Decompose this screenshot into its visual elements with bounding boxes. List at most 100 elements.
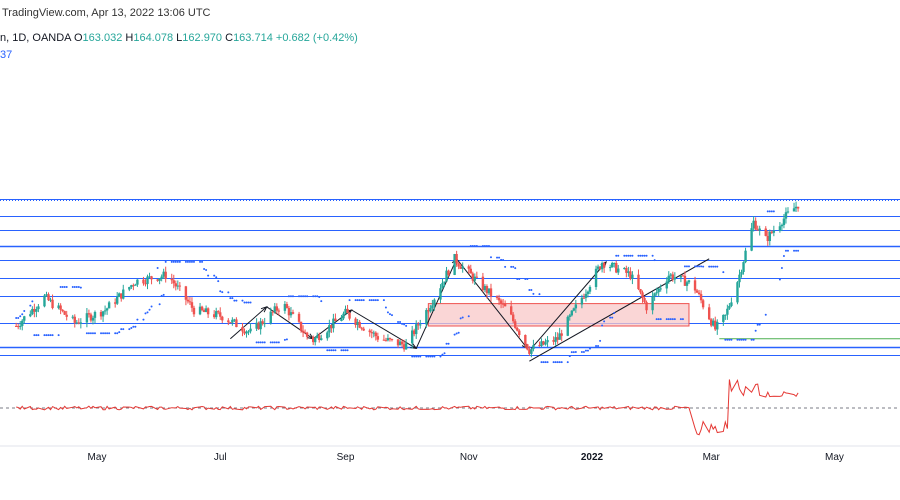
candle-body: [518, 330, 521, 336]
sar-dot: [722, 271, 725, 274]
sar-dot: [61, 285, 64, 288]
candle-body: [273, 306, 276, 312]
candle-body: [730, 302, 733, 306]
sar-dot: [655, 318, 658, 321]
ohlc-legend: n, 1D, OANDA O163.032 H164.078 L162.970 …: [0, 32, 358, 44]
sar-dot: [657, 318, 660, 321]
sar-dot: [629, 254, 632, 257]
sar-dot: [708, 265, 711, 268]
candle-body: [229, 322, 232, 324]
candle-body: [707, 307, 711, 320]
sar-dot: [271, 341, 274, 344]
candle-body: [326, 332, 329, 339]
sar-dot: [597, 345, 600, 348]
candle-body: [469, 268, 472, 274]
candle-body: [651, 296, 654, 311]
candle-body: [231, 319, 234, 323]
sar-dot: [643, 254, 646, 257]
candle-body: [752, 220, 755, 229]
horizontal-levels: [0, 199, 900, 356]
candle-body: [188, 301, 192, 303]
sar-dot: [63, 285, 66, 288]
sar-dot: [306, 295, 309, 298]
candle-body: [113, 302, 117, 304]
candle-body: [483, 286, 487, 291]
sar-dot: [255, 341, 258, 344]
candle-body: [241, 327, 244, 332]
x-tick-label: Mar: [703, 452, 721, 463]
candle-body: [639, 289, 642, 293]
sar-dot: [118, 331, 121, 334]
candle-body: [509, 306, 513, 315]
candle-body: [766, 235, 769, 242]
sar-dot: [73, 285, 76, 288]
candle-body: [402, 344, 406, 350]
candle-body: [150, 276, 153, 280]
sar-dot: [368, 299, 371, 302]
zigzag-arrow-line: [415, 258, 458, 349]
candle-body: [164, 271, 167, 279]
candle-body: [160, 276, 163, 279]
candle-body: [219, 312, 222, 317]
candle-body: [204, 308, 208, 313]
candle-body: [459, 266, 462, 269]
candle-body: [637, 274, 640, 290]
sar-dot: [512, 265, 515, 268]
candle-body: [186, 299, 190, 302]
sar-dot: [485, 245, 488, 248]
sar-dot: [71, 285, 74, 288]
candle-body: [142, 279, 145, 284]
candle-body: [372, 332, 375, 334]
sar-dot: [91, 332, 94, 335]
sar-dot: [192, 260, 195, 263]
candle-body: [671, 274, 675, 280]
candle-body: [653, 293, 656, 297]
sar-dot: [538, 293, 541, 296]
candle-body: [453, 254, 456, 275]
sar-dot: [344, 349, 347, 352]
candle-body: [475, 276, 479, 278]
candle-body: [629, 271, 632, 279]
candle-body: [673, 277, 677, 280]
sar-dot: [447, 342, 450, 345]
candle-body: [796, 206, 800, 209]
candle-body: [701, 300, 705, 308]
sar-dot: [176, 260, 179, 263]
sar-dot: [603, 320, 606, 323]
candle-body: [318, 335, 321, 341]
candlesticks: [14, 201, 800, 358]
candle-body: [404, 343, 408, 350]
sar-dot: [542, 361, 545, 364]
candle-body: [756, 229, 759, 231]
candle-body: [566, 316, 569, 336]
candle-body: [503, 303, 507, 307]
sar-dot: [289, 295, 292, 298]
candle-body: [245, 331, 248, 334]
candle-body: [754, 220, 757, 230]
candle-body: [556, 337, 559, 340]
sar-dot: [277, 341, 280, 344]
sar-dot: [328, 349, 331, 352]
sar-dot: [146, 311, 149, 314]
sar-dot: [326, 349, 329, 352]
candle-body: [130, 285, 133, 288]
candle-body: [570, 310, 573, 316]
candle-body: [105, 308, 109, 311]
candle-body: [457, 263, 460, 267]
sar-dot: [342, 349, 345, 352]
sar-dot: [544, 361, 547, 364]
candle-body: [655, 292, 658, 294]
candle-body: [489, 288, 493, 297]
sar-dot: [797, 249, 800, 252]
sar-dot: [291, 295, 294, 298]
candle-body: [47, 294, 50, 301]
candle-body: [269, 311, 272, 324]
sar-dot: [316, 295, 319, 298]
candle-body: [716, 321, 719, 330]
candle-body: [71, 316, 74, 318]
candle-body: [118, 293, 121, 297]
sar-dot: [229, 297, 232, 300]
sar-dot: [21, 313, 24, 316]
candle-body: [85, 313, 89, 323]
